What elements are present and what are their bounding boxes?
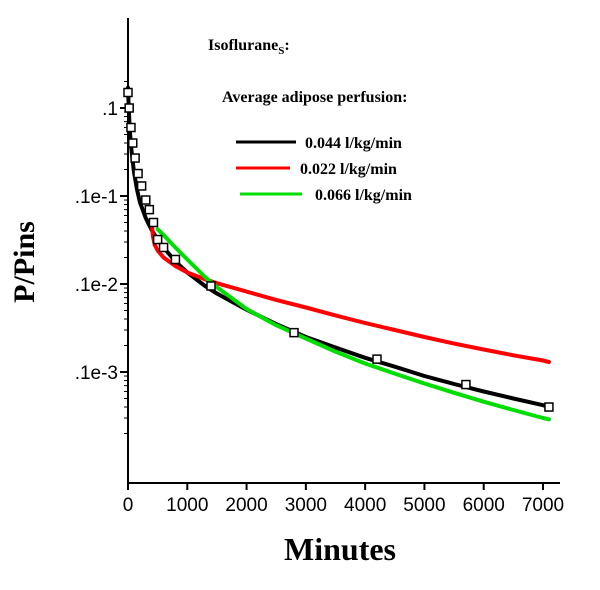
data-marker [127, 138, 138, 148]
annotation-title: IsofluraneS: [208, 37, 290, 57]
data-marker [372, 354, 382, 364]
data-marker [170, 254, 181, 265]
x-tick-label: 0 [123, 495, 134, 516]
data-marker [461, 379, 471, 390]
legend-label-3: 0.066 l/kg/min [315, 187, 412, 204]
x-tick-label: 7000 [522, 495, 564, 516]
annotation-subtitle: Average adipose perfusion: [222, 89, 407, 106]
x-tick-label: 4000 [344, 495, 386, 516]
x-tick-label: 5000 [403, 495, 445, 516]
y-axis-title: P/Pins [8, 221, 41, 303]
data-marker [123, 87, 133, 98]
annotation-title-main: Isoflurane [208, 37, 278, 54]
x-axis-title: Minutes [284, 531, 396, 567]
marker-layer [123, 87, 554, 412]
data-marker [124, 103, 134, 113]
data-marker [133, 168, 143, 179]
data-marker [544, 402, 554, 412]
series-line-3 [155, 227, 551, 422]
data-marker [136, 181, 147, 191]
data-marker [206, 281, 216, 291]
data-marker [126, 122, 136, 133]
y-tick-label: .1e-1 [75, 187, 118, 208]
data-marker [141, 195, 151, 205]
data-marker [158, 242, 169, 253]
y-tick-label: .1e-2 [75, 275, 118, 296]
data-marker [130, 153, 140, 163]
y-tick-label: .1 [102, 99, 118, 120]
series-line-2 [149, 220, 551, 364]
data-marker [144, 204, 155, 215]
data-marker [152, 234, 163, 245]
axes: .1 .1e-1 .1e-2 .1e-3 0 1000 2000 3000 4000 5000 60… [75, 18, 564, 516]
legend: 0.044 l/kg/min 0.022 l/kg/min 0.066 l/kg/m… [236, 135, 412, 204]
y-tick-label: .1e-3 [75, 363, 118, 384]
data-marker [289, 327, 299, 338]
legend-label-1: 0.044 l/kg/min [305, 135, 402, 152]
x-tick-label: 3000 [285, 495, 327, 516]
x-tick-label: 1000 [166, 495, 208, 516]
annotation-title-colon: : [284, 37, 289, 54]
data-marker [148, 217, 159, 228]
legend-label-2: 0.022 l/kg/min [300, 161, 397, 178]
annotation-title-sub: S [278, 45, 284, 57]
x-tick-label: 6000 [463, 495, 505, 516]
x-tick-label: 2000 [225, 495, 267, 516]
